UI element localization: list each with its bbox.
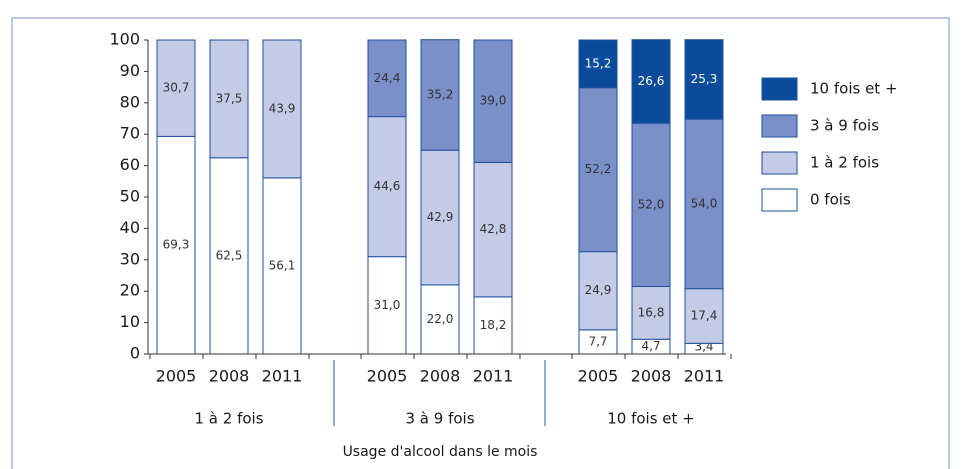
bar-segment — [420, 39, 460, 151]
bar-segment — [209, 157, 249, 355]
legend-label: 10 fois et + — [810, 80, 898, 98]
legend-swatch — [761, 77, 798, 101]
x-tick-label: 2008 — [631, 367, 672, 386]
value-label: 7,7 — [588, 334, 607, 348]
legend-label: 1 à 2 fois — [810, 154, 879, 172]
legend-swatch — [761, 188, 798, 212]
group-label: 1 à 2 fois — [194, 410, 263, 428]
bar-segment — [684, 288, 724, 344]
x-tick-label: 2011 — [473, 367, 514, 386]
value-label: 43,9 — [269, 101, 296, 115]
group-label: 3 à 9 fois — [405, 410, 474, 428]
y-tick-label: 0 — [130, 344, 140, 363]
bar-segment — [578, 329, 618, 355]
y-tick-label: 40 — [120, 218, 140, 237]
value-label: 24,9 — [585, 283, 612, 297]
y-tick-label: 20 — [120, 281, 140, 300]
y-tick-label: 80 — [120, 92, 140, 111]
value-label: 69,3 — [163, 238, 190, 252]
value-label: 16,8 — [638, 305, 665, 319]
x-tick-label: 2011 — [684, 367, 725, 386]
bar-segment — [367, 116, 407, 258]
value-label: 18,2 — [480, 318, 507, 332]
bar-segment — [578, 251, 618, 331]
y-tick-label: 10 — [120, 312, 140, 331]
value-label: 24,4 — [374, 71, 401, 85]
bar-segment — [578, 87, 618, 253]
legend-swatch — [761, 151, 798, 175]
bar-segment — [262, 177, 302, 355]
value-label: 54,0 — [691, 196, 718, 210]
y-tick-label: 60 — [120, 155, 140, 174]
value-label: 62,5 — [216, 248, 243, 262]
value-label: 52,2 — [585, 162, 612, 176]
bar-segment — [631, 122, 671, 287]
value-label: 52,0 — [638, 197, 665, 211]
bar-segment — [262, 39, 302, 179]
legend-label: 0 fois — [810, 191, 851, 209]
value-label: 37,5 — [216, 91, 243, 105]
y-tick-label: 30 — [120, 249, 140, 268]
legend-label: 3 à 9 fois — [810, 117, 879, 135]
bar-segment — [156, 39, 196, 137]
value-label: 4,7 — [641, 339, 660, 353]
bar-segment — [367, 256, 407, 355]
bar-segment — [473, 296, 513, 355]
bar-segment — [684, 39, 724, 120]
bar-segment — [684, 118, 724, 290]
group-label: 10 fois et + — [607, 410, 695, 428]
value-label: 39,0 — [480, 94, 507, 108]
value-label: 42,9 — [427, 210, 454, 224]
bar-segment — [631, 39, 671, 124]
value-label: 42,8 — [480, 222, 507, 236]
bar-segment — [578, 39, 618, 89]
value-label: 17,4 — [691, 309, 718, 323]
x-tick-label: 2005 — [156, 367, 197, 386]
x-tick-label: 2005 — [578, 367, 619, 386]
y-tick-label: 70 — [120, 124, 140, 143]
bar-segment — [473, 39, 513, 163]
panel-frame — [11, 17, 950, 469]
bar-segment — [473, 161, 513, 298]
value-label: 44,6 — [374, 179, 401, 193]
value-label: 26,6 — [638, 74, 665, 88]
x-tick-label: 2008 — [209, 367, 250, 386]
value-label: 22,0 — [427, 312, 454, 326]
value-label: 56,1 — [269, 258, 296, 272]
bar-segment — [209, 39, 249, 159]
x-tick-label: 2008 — [420, 367, 461, 386]
value-label: 35,2 — [427, 87, 454, 101]
value-label: 31,0 — [374, 298, 401, 312]
x-axis-title: Usage d'alcool dans le mois — [343, 444, 538, 460]
y-tick-label: 100 — [109, 30, 140, 49]
value-label: 15,2 — [585, 56, 612, 70]
value-label: 25,3 — [691, 72, 718, 86]
legend-swatch — [761, 114, 798, 138]
bar-segment — [367, 39, 407, 118]
bar-segment — [156, 135, 196, 355]
y-tick-label: 90 — [120, 61, 140, 80]
value-label: 30,7 — [163, 81, 190, 95]
y-tick-label: 50 — [120, 187, 140, 206]
x-tick-label: 2005 — [367, 367, 408, 386]
x-tick-label: 2011 — [262, 367, 303, 386]
